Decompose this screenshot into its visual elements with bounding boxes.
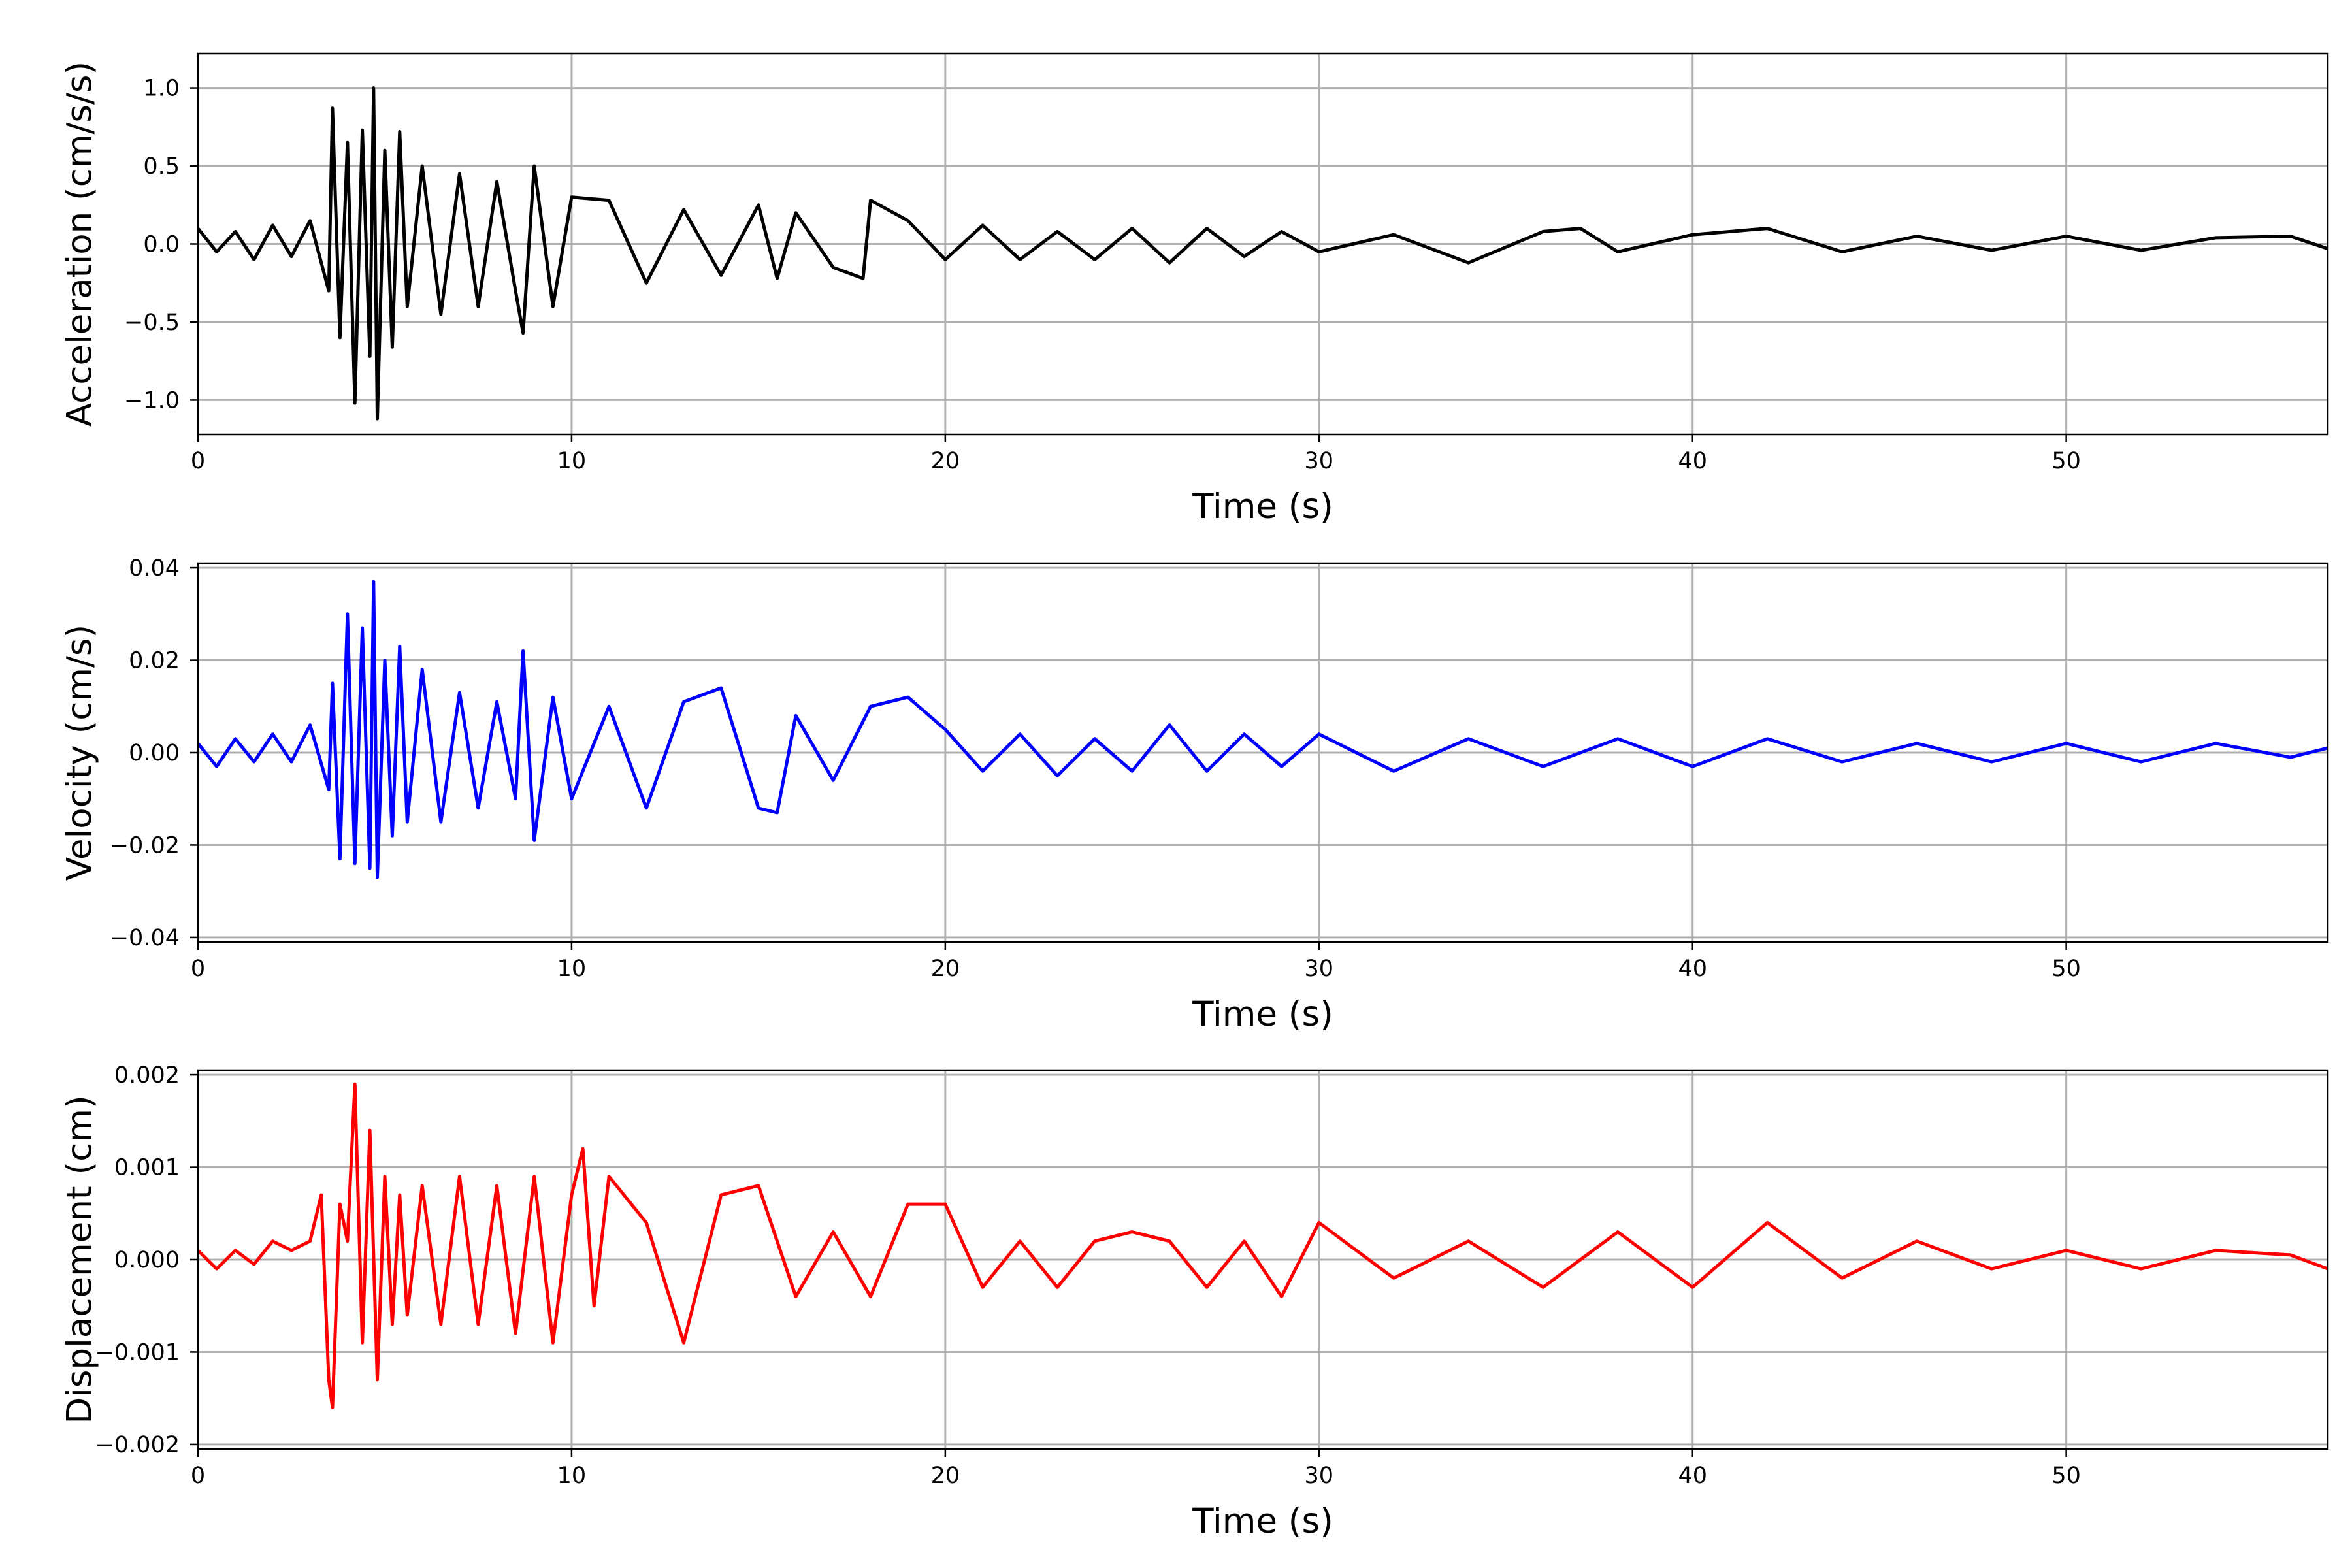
displacement-xtick-label-1: 10 xyxy=(557,1463,587,1489)
velocity-ytick-label-2: 0.00 xyxy=(129,740,180,766)
displacement-ylabel: Displacement (cm) xyxy=(60,1095,100,1424)
displacement-ytick-label-3: 0.001 xyxy=(114,1155,180,1181)
acceleration-xtick-label-2: 20 xyxy=(931,448,960,474)
displacement-xlabel: Time (s) xyxy=(1192,1501,1333,1541)
displacement-xtick-label-3: 30 xyxy=(1305,1463,1334,1489)
acceleration-xtick-label-5: 50 xyxy=(2051,448,2081,474)
displacement-xtick-label-0: 0 xyxy=(191,1463,205,1489)
displacement-xtick-label-5: 50 xyxy=(2051,1463,2081,1489)
acceleration-series-line-0 xyxy=(198,86,2328,421)
velocity-xtick-label-0: 0 xyxy=(191,956,205,982)
acceleration-panel: 0 10 20 30 40 50 −1.0 −0.5 0.0 0.5 1.0 Time (s) Acce… xyxy=(60,52,2329,527)
velocity-ytick-label-3: 0.02 xyxy=(129,648,180,674)
acceleration-xtick-label-1: 10 xyxy=(557,448,587,474)
acceleration-xtick-label-3: 30 xyxy=(1305,448,1334,474)
displacement-ytick-label-1: −0.001 xyxy=(95,1339,180,1365)
velocity-ytick-label-1: −0.02 xyxy=(110,832,180,858)
velocity-xtick-label-1: 10 xyxy=(557,956,587,982)
velocity-panel: 0 10 20 30 40 50 −0.04 −0.02 0.00 0.02 0.04 Time (s… xyxy=(60,555,2329,1034)
velocity-series-line-0 xyxy=(198,580,2328,879)
velocity-xtick-label-4: 40 xyxy=(1678,956,1707,982)
velocity-ytick-label-0: −0.04 xyxy=(110,925,180,951)
displacement-xtick-label-2: 20 xyxy=(931,1463,960,1489)
velocity-xtick-label-2: 20 xyxy=(931,956,960,982)
velocity-ylabel: Velocity (cm/s) xyxy=(60,625,100,881)
acceleration-xlabel: Time (s) xyxy=(1192,487,1333,527)
acceleration-ytick-label-4: 1.0 xyxy=(143,76,180,102)
displacement-ytick-label-0: −0.002 xyxy=(95,1432,180,1458)
acceleration-ytick-label-1: −0.5 xyxy=(124,310,180,336)
displacement-panel: 0 10 20 30 40 50 −0.002 −0.001 0.000 0.001 0.002 Ti… xyxy=(60,1062,2329,1541)
velocity-xlabel: Time (s) xyxy=(1192,994,1333,1034)
acceleration-ytick-label-2: 0.0 xyxy=(143,232,180,258)
acceleration-ytick-label-3: 0.5 xyxy=(143,154,180,180)
displacement-ytick-label-4: 0.002 xyxy=(114,1062,180,1088)
acceleration-ytick-label-0: −1.0 xyxy=(124,387,180,414)
acceleration-ylabel: Acceleration (cm/s/s) xyxy=(60,61,100,427)
displacement-xtick-label-4: 40 xyxy=(1678,1463,1707,1489)
displacement-series-line-0 xyxy=(198,1082,2328,1409)
velocity-xtick-label-3: 30 xyxy=(1305,956,1334,982)
velocity-ytick-label-4: 0.04 xyxy=(129,555,180,581)
acceleration-xtick-label-0: 0 xyxy=(191,448,205,474)
acceleration-xtick-label-4: 40 xyxy=(1678,448,1707,474)
displacement-ytick-label-2: 0.000 xyxy=(114,1247,180,1273)
velocity-xtick-label-5: 50 xyxy=(2051,956,2081,982)
